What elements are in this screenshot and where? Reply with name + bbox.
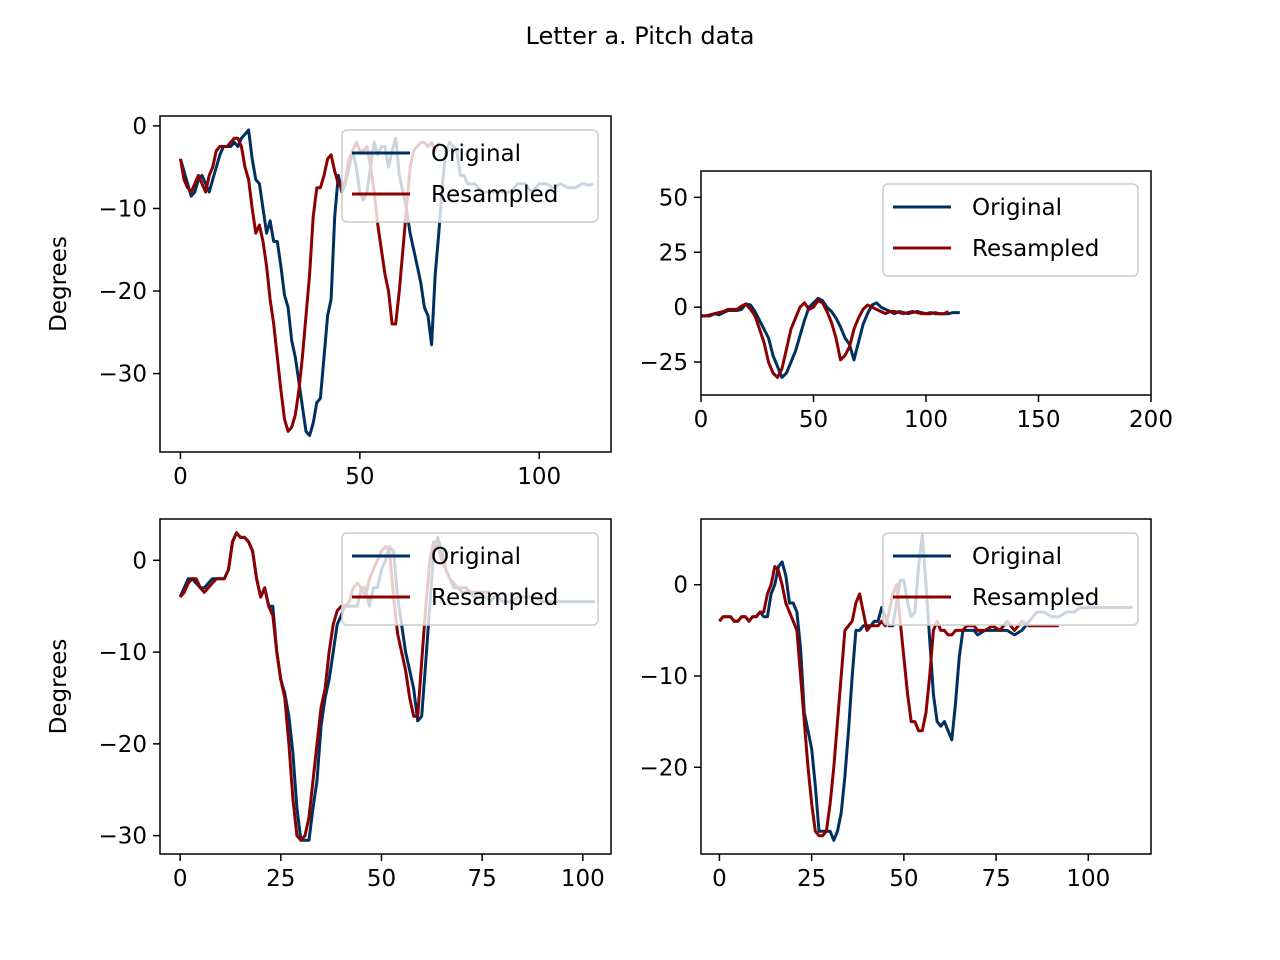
y-tick-label: −20: [98, 279, 147, 305]
legend: Original Resampled: [882, 532, 1139, 626]
y-tick-label: −25: [639, 350, 688, 376]
legend-label-resampled: Resampled: [972, 236, 1099, 262]
x-tick-label: 25: [266, 866, 295, 892]
x-tick-label: 0: [712, 866, 727, 892]
x-tick-label: 100: [904, 407, 948, 433]
y-tick-label: −10: [98, 640, 147, 666]
legend: Original Resampled: [341, 532, 599, 626]
x-tick-label: 150: [1017, 407, 1061, 433]
axes-frame: [159, 518, 612, 855]
x-tick-label: 50: [345, 464, 374, 490]
x-tick-label: 50: [367, 866, 396, 892]
y-tick-label: −20: [98, 732, 147, 758]
legend-label-original: Original: [431, 544, 521, 570]
figure-title: Letter a. Pitch data: [526, 22, 755, 50]
subplot-4: 0 25 50 75 100 0 −10 −20 Original Resampled: [639, 518, 1152, 892]
y-axis-label: Degrees: [46, 236, 72, 332]
axes-frame: [700, 518, 1152, 855]
subplot-1: 0 50 100 0 −10 −20 −30 Degrees Original Resampled: [46, 114, 612, 490]
subplot-2: 0 50 100 150 200 50 25 0 −25 Original Resampled: [639, 170, 1173, 433]
y-tick-label: 0: [673, 573, 688, 599]
x-tick-label: 50: [799, 407, 828, 433]
legend-label-original: Original: [972, 544, 1062, 570]
legend: Original Resampled: [882, 183, 1139, 277]
y-tick-label: 0: [132, 548, 147, 574]
y-tick-label: −30: [98, 362, 147, 388]
x-tick-label: 100: [561, 866, 605, 892]
y-tick-label: −10: [98, 196, 147, 222]
legend: Original Resampled: [341, 129, 599, 223]
legend-label-original: Original: [972, 195, 1062, 221]
legend-label-resampled: Resampled: [972, 585, 1099, 611]
x-tick-label: 0: [694, 407, 709, 433]
y-tick-label: −20: [639, 755, 688, 781]
legend-label-resampled: Resampled: [431, 182, 558, 208]
series-line-resampled: [701, 299, 950, 379]
y-tick-label: −30: [98, 824, 147, 850]
y-tick-label: 25: [659, 240, 688, 266]
y-tick-label: 50: [659, 185, 688, 211]
series-line-resampled: [179, 136, 441, 433]
x-tick-label: 100: [1066, 866, 1110, 892]
subplot-3: 0 25 50 75 100 0 −10 −20 −30 Degrees Original Resam…: [46, 518, 612, 892]
x-tick-label: 0: [173, 464, 188, 490]
x-tick-label: 75: [981, 866, 1010, 892]
series-line-resampled: [718, 565, 1059, 838]
axes-frame: [159, 115, 612, 453]
y-tick-label: 0: [673, 295, 688, 321]
x-tick-label: 75: [468, 866, 497, 892]
x-tick-label: 100: [517, 464, 561, 490]
x-tick-label: 25: [797, 866, 826, 892]
y-tick-label: −10: [639, 664, 688, 690]
y-axis-label: Degrees: [46, 639, 72, 735]
y-tick-label: 0: [132, 114, 147, 140]
legend-label-original: Original: [431, 141, 521, 167]
legend-label-resampled: Resampled: [431, 585, 558, 611]
x-tick-label: 0: [173, 866, 188, 892]
x-tick-label: 50: [889, 866, 918, 892]
x-tick-label: 200: [1129, 407, 1173, 433]
